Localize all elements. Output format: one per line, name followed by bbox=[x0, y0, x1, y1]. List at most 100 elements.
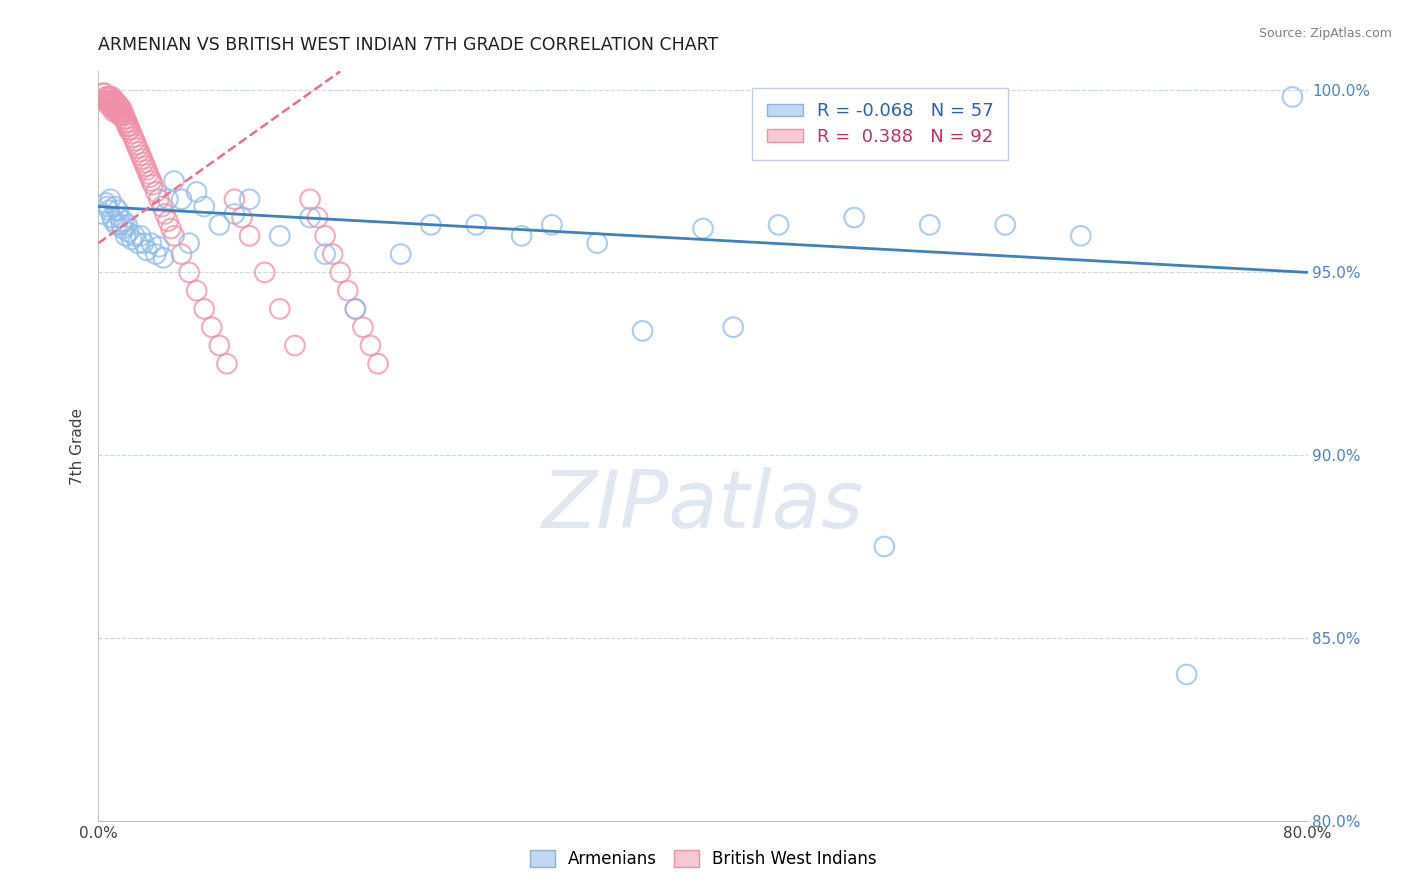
Point bbox=[170, 247, 193, 261]
Point bbox=[918, 218, 941, 232]
Point bbox=[1175, 667, 1198, 681]
Point bbox=[105, 101, 128, 115]
Point bbox=[104, 97, 127, 112]
Point bbox=[108, 104, 131, 119]
Point bbox=[510, 228, 533, 243]
Point bbox=[299, 192, 322, 206]
Point bbox=[163, 174, 186, 188]
Point bbox=[160, 221, 183, 235]
Point bbox=[208, 218, 231, 232]
Point bbox=[101, 211, 124, 225]
Y-axis label: 7th Grade: 7th Grade bbox=[70, 408, 86, 484]
Point bbox=[125, 137, 148, 152]
Point bbox=[124, 134, 146, 148]
Point bbox=[186, 185, 208, 199]
Point bbox=[100, 90, 122, 104]
Point bbox=[193, 200, 215, 214]
Point bbox=[101, 94, 124, 108]
Point bbox=[112, 108, 135, 122]
Point bbox=[103, 214, 125, 228]
Point bbox=[139, 170, 162, 185]
Point bbox=[98, 203, 121, 218]
Point bbox=[91, 207, 114, 221]
Point bbox=[110, 101, 132, 115]
Point bbox=[692, 221, 714, 235]
Point bbox=[120, 123, 142, 137]
Point bbox=[132, 236, 155, 251]
Point bbox=[101, 97, 124, 112]
Point bbox=[103, 94, 125, 108]
Point bbox=[127, 141, 149, 155]
Point bbox=[101, 90, 124, 104]
Point bbox=[768, 218, 790, 232]
Point bbox=[150, 200, 173, 214]
Point bbox=[352, 320, 374, 334]
Point bbox=[101, 101, 124, 115]
Point bbox=[465, 218, 488, 232]
Point bbox=[103, 104, 125, 119]
Point bbox=[136, 167, 159, 181]
Point bbox=[186, 284, 208, 298]
Point bbox=[322, 247, 344, 261]
Point bbox=[114, 115, 136, 129]
Point bbox=[128, 145, 150, 159]
Legend: Armenians, British West Indians: Armenians, British West Indians bbox=[523, 843, 883, 875]
Point bbox=[104, 200, 127, 214]
Point bbox=[208, 338, 231, 352]
Point bbox=[118, 123, 141, 137]
Point bbox=[314, 247, 336, 261]
Point bbox=[142, 178, 165, 192]
Point bbox=[336, 284, 359, 298]
Point bbox=[193, 301, 215, 316]
Point bbox=[329, 265, 352, 279]
Point bbox=[239, 192, 262, 206]
Text: ARMENIAN VS BRITISH WEST INDIAN 7TH GRADE CORRELATION CHART: ARMENIAN VS BRITISH WEST INDIAN 7TH GRAD… bbox=[98, 36, 718, 54]
Point bbox=[253, 265, 276, 279]
Point bbox=[103, 101, 125, 115]
Point bbox=[108, 108, 131, 122]
Point bbox=[115, 218, 138, 232]
Point bbox=[132, 155, 155, 169]
Point bbox=[100, 192, 122, 206]
Point bbox=[129, 228, 152, 243]
Point bbox=[145, 247, 167, 261]
Point bbox=[145, 185, 167, 199]
Point bbox=[121, 127, 143, 141]
Point bbox=[134, 160, 156, 174]
Point bbox=[115, 115, 138, 129]
Point bbox=[224, 192, 246, 206]
Point bbox=[118, 225, 141, 239]
Point bbox=[148, 240, 170, 254]
Text: ZIPatlas: ZIPatlas bbox=[541, 467, 865, 545]
Point bbox=[344, 301, 367, 316]
Point bbox=[105, 218, 128, 232]
Point bbox=[110, 218, 132, 232]
Point bbox=[540, 218, 562, 232]
Point bbox=[389, 247, 412, 261]
Point bbox=[873, 540, 896, 554]
Point bbox=[121, 232, 143, 246]
Point bbox=[307, 211, 329, 225]
Point bbox=[163, 228, 186, 243]
Point bbox=[127, 236, 149, 251]
Point bbox=[114, 228, 136, 243]
Point bbox=[94, 196, 117, 211]
Point bbox=[112, 214, 135, 228]
Point bbox=[104, 94, 127, 108]
Point bbox=[170, 192, 193, 206]
Point bbox=[122, 130, 145, 145]
Point bbox=[844, 211, 866, 225]
Point bbox=[100, 94, 122, 108]
Point bbox=[723, 320, 745, 334]
Point bbox=[103, 97, 125, 112]
Point bbox=[105, 104, 128, 119]
Point bbox=[131, 152, 153, 166]
Point bbox=[98, 97, 121, 112]
Point bbox=[269, 228, 291, 243]
Point bbox=[141, 236, 163, 251]
Point bbox=[215, 357, 238, 371]
Point bbox=[108, 211, 131, 225]
Point bbox=[115, 119, 138, 133]
Point bbox=[420, 218, 443, 232]
Point bbox=[344, 301, 367, 316]
